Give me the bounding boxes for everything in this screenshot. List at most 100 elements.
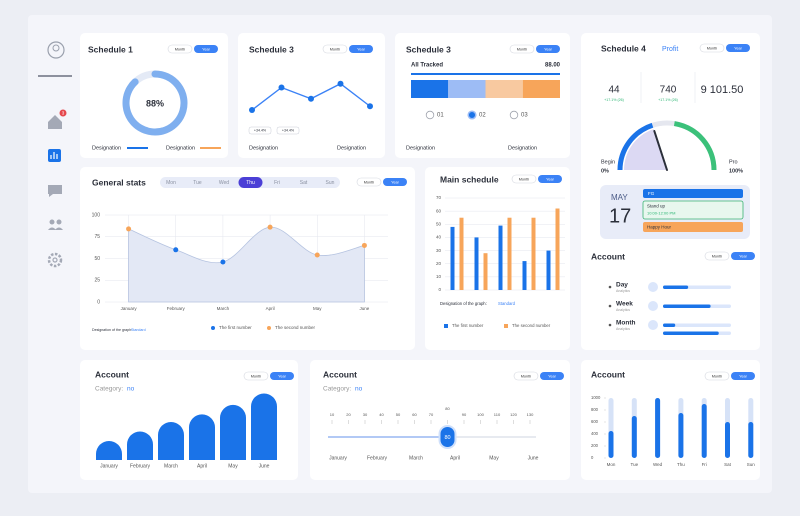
card: [238, 33, 385, 158]
gauge-label: 100%: [729, 168, 743, 174]
x-tick-label: June: [360, 306, 370, 311]
tracked-line: [411, 73, 560, 75]
toggle-label: Month: [517, 47, 528, 51]
toggle-button[interactable]: [322, 44, 348, 54]
toggle-button[interactable]: [540, 372, 564, 380]
caption-value: Standard: [498, 301, 516, 306]
toggle-button[interactable]: [726, 44, 750, 52]
day-tab[interactable]: Thu: [246, 180, 255, 186]
toggle-button[interactable]: [731, 252, 755, 260]
toggle-button[interactable]: [536, 45, 560, 53]
message-icon[interactable]: [48, 185, 62, 197]
bar: [498, 225, 503, 290]
radio[interactable]: [467, 110, 477, 120]
toggle-label: Year: [391, 180, 399, 184]
radio[interactable]: [425, 110, 435, 120]
toggle-button[interactable]: [704, 371, 730, 381]
line-point: [337, 80, 344, 87]
day-tab[interactable]: Mon: [166, 180, 176, 186]
tracked-label: All Tracked: [411, 63, 443, 69]
day-tab[interactable]: Sat: [300, 180, 308, 186]
legend-label: The second number: [275, 325, 316, 330]
toggle-button[interactable]: [511, 174, 537, 184]
card-title: Account: [323, 369, 357, 379]
day-tab[interactable]: Sun: [326, 180, 335, 186]
y-tick-label: 50: [94, 256, 100, 262]
avatar[interactable]: [47, 41, 65, 59]
toggle-button[interactable]: [383, 178, 407, 186]
slider-knob[interactable]: [438, 425, 457, 449]
y-tick-label: 50: [436, 221, 442, 226]
radio[interactable]: [509, 110, 519, 120]
card-subtitle: Profit: [662, 46, 678, 53]
stat-value: 740: [660, 85, 677, 96]
x-tick-label: Mon: [607, 462, 616, 467]
y-tick-label: 200: [591, 443, 599, 448]
users-icon[interactable]: [49, 219, 55, 225]
card-title: Schedule 3: [249, 44, 294, 54]
y-tick-label: 0: [591, 455, 594, 460]
category-value: no: [355, 386, 363, 393]
progress-bar: [663, 331, 719, 335]
bullet: [608, 304, 612, 308]
slider-tick-label: 100: [477, 412, 484, 417]
bar: [450, 226, 455, 290]
segment: [448, 80, 486, 98]
tracked-total: 88.00: [545, 63, 561, 69]
toggle-label: Year: [739, 254, 747, 258]
toggle-button[interactable]: [699, 43, 725, 53]
x-tick-label: Tue: [631, 462, 639, 467]
day-tab[interactable]: Wed: [219, 180, 229, 186]
badge-label: +34.4%: [254, 129, 267, 133]
month-label: February: [367, 455, 388, 461]
settings-icon[interactable]: [47, 252, 63, 268]
toggle-button[interactable]: [538, 175, 562, 183]
toggle-button[interactable]: [243, 371, 269, 381]
toggle-label: Year: [357, 47, 365, 51]
toggle-button[interactable]: [513, 371, 539, 381]
toggle-button[interactable]: [194, 45, 218, 53]
toggle-button[interactable]: [356, 177, 382, 187]
bar: [748, 422, 754, 458]
home-icon[interactable]: [48, 115, 62, 129]
x-tick-label: January: [121, 306, 138, 311]
toggle-label: Month: [519, 177, 530, 181]
y-tick-label: 800: [591, 407, 599, 412]
bullet: [608, 285, 612, 289]
y-tick-label: 100: [92, 212, 101, 218]
x-tick-label: May: [228, 463, 238, 469]
card: [310, 360, 570, 480]
slider-tick-label: 20: [346, 412, 351, 417]
toggle-button[interactable]: [731, 372, 755, 380]
row-icon: [648, 301, 658, 311]
toggle-button[interactable]: [167, 44, 193, 54]
x-tick-label: Sun: [747, 462, 756, 467]
gauge-label: Begin: [601, 159, 615, 165]
stat-value: 9 101.50: [701, 84, 744, 96]
bar: [608, 431, 614, 458]
y-tick-label: 70: [436, 195, 442, 200]
slider-tick-label: 70: [429, 412, 434, 417]
users-icon: [56, 219, 62, 225]
card-title: Schedule 4: [601, 43, 646, 53]
toggle-button[interactable]: [349, 45, 373, 53]
gauge-label: Pro: [729, 159, 738, 165]
x-tick-label: April: [266, 306, 275, 311]
bar: [220, 404, 246, 460]
toggle-button[interactable]: [270, 372, 294, 380]
x-tick-label: Sat: [724, 462, 732, 467]
x-tick-label: April: [197, 463, 207, 469]
toggle-button[interactable]: [704, 251, 730, 261]
y-tick-label: 75: [94, 234, 100, 240]
toggle-button[interactable]: [509, 44, 535, 54]
day-tab[interactable]: Tue: [193, 180, 202, 186]
row-subtitle: Analytics: [616, 308, 630, 312]
donut-value: 88%: [146, 98, 164, 108]
toggle-label: Year: [734, 46, 742, 50]
day-tab[interactable]: Fri: [274, 180, 280, 186]
row-subtitle: Analytics: [616, 327, 630, 331]
card: [581, 360, 760, 480]
month-label: June: [528, 455, 539, 461]
category-label: Category:: [95, 386, 123, 393]
toggle-label: Year: [546, 177, 554, 181]
